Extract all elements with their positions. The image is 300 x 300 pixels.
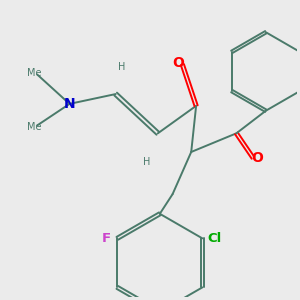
Text: O: O [251,151,263,165]
Text: H: H [118,61,125,72]
Text: Me: Me [27,122,41,132]
Text: Me: Me [27,68,41,78]
Text: H: H [143,157,151,167]
Text: O: O [172,56,184,70]
Text: Cl: Cl [208,232,222,245]
Text: N: N [64,97,75,111]
Text: F: F [102,232,111,245]
